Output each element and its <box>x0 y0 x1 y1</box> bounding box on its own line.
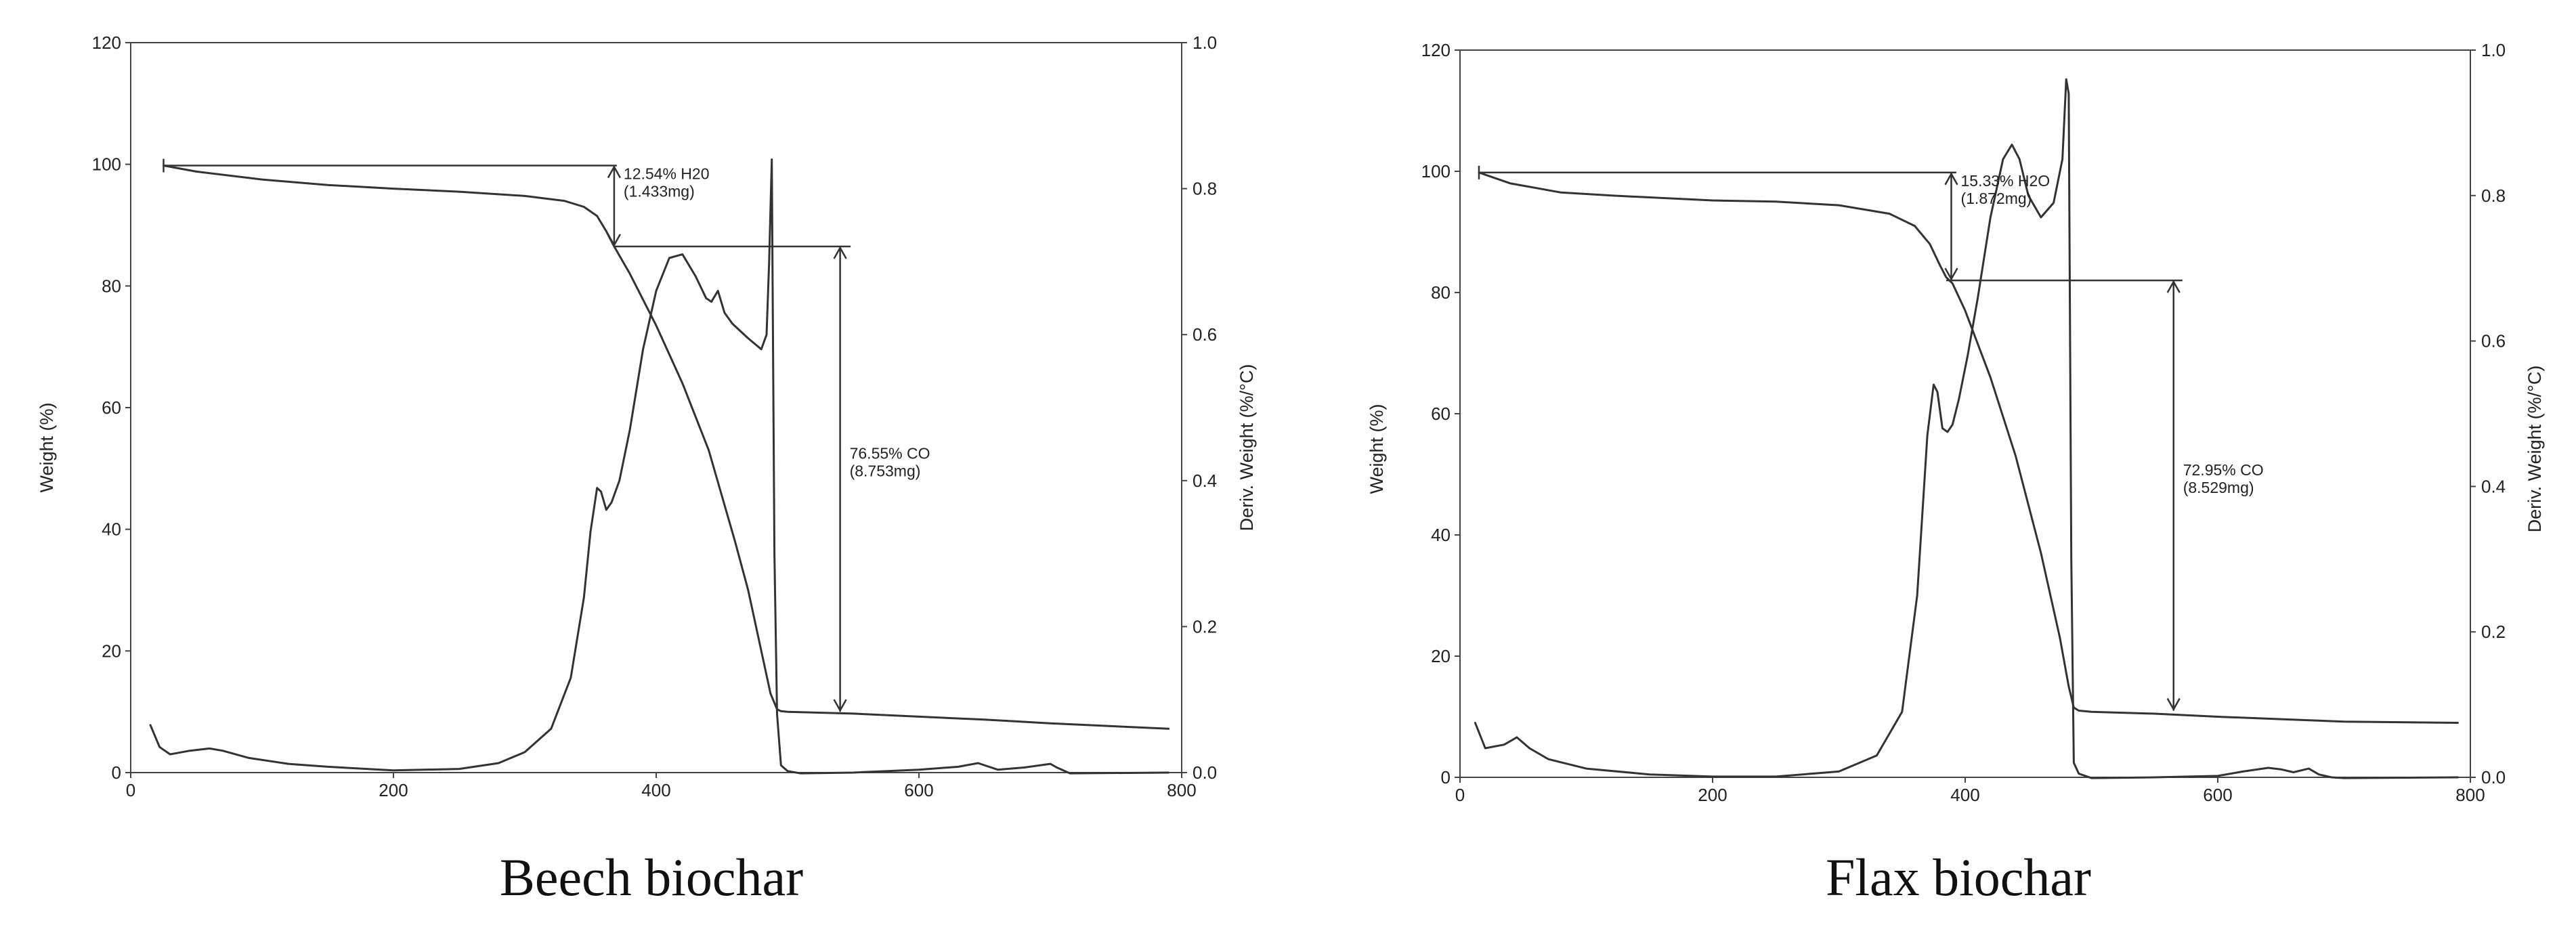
arrowhead-down <box>607 234 622 247</box>
y2-tick-label: 0.2 <box>2481 622 2506 642</box>
x-tick-label: 0 <box>126 780 135 800</box>
y2-tick-label: 0.6 <box>2481 331 2506 351</box>
weight-loss-line <box>163 165 1170 730</box>
y-tick-label: 20 <box>102 641 121 661</box>
arrowhead-up <box>607 165 622 179</box>
annotation-mass: (1.872mg) <box>1960 190 2032 207</box>
y2-tick-label: 1.0 <box>1193 33 1217 53</box>
y2-tick-label: 0.6 <box>1193 324 1217 345</box>
annotation-percent: 12.54% H20 <box>624 165 710 182</box>
y2-tick-label: 0.2 <box>1193 616 1217 636</box>
y2-tick-label: 0.8 <box>2481 186 2506 206</box>
y-tick-label: 20 <box>1431 646 1451 666</box>
x-tick-label: 600 <box>2203 785 2232 805</box>
y-tick-label: 120 <box>92 33 121 53</box>
y-tick-label: 0 <box>112 762 121 783</box>
y-tick-label: 120 <box>1421 40 1451 60</box>
y2-tick-label: 0.0 <box>1193 762 1217 783</box>
x-tick-label: 600 <box>904 780 933 800</box>
arrowhead-down <box>1944 267 1958 281</box>
y-tick-label: 40 <box>102 519 121 540</box>
y2-tick-label: 0.0 <box>2481 767 2506 787</box>
x-tick-label: 800 <box>1167 780 1196 800</box>
y2-tick-label: 0.4 <box>2481 476 2506 496</box>
y-tick-label: 0 <box>1441 767 1451 787</box>
y-tick-label: 100 <box>1421 161 1451 181</box>
x-tick-label: 400 <box>641 780 670 800</box>
y2-axis-label: Deriv. Weight (%/°C) <box>1237 364 1257 532</box>
panel-caption: Flax biochar <box>1826 848 2091 907</box>
y2-tick-label: 0.4 <box>1193 471 1217 491</box>
x-tick-label: 400 <box>1950 785 1979 805</box>
x-tick-label: 0 <box>1455 785 1465 805</box>
annotation-mass: (8.529mg) <box>2183 479 2254 496</box>
y-axis-label: Weight (%) <box>1367 404 1387 494</box>
x-tick-label: 800 <box>2455 785 2485 805</box>
arrowhead-down <box>2166 697 2181 712</box>
y-tick-label: 80 <box>1431 282 1451 303</box>
derivative-weight-line <box>1474 78 2459 779</box>
y-tick-label: 60 <box>102 397 121 418</box>
y-axis-label: Weight (%) <box>37 402 57 492</box>
annotation-mass: (1.433mg) <box>624 182 695 200</box>
arrowhead-up <box>2166 280 2181 293</box>
annotation-percent: 72.95% CO <box>2183 461 2264 479</box>
y-tick-label: 40 <box>1431 525 1451 545</box>
arrowhead-down <box>833 699 847 712</box>
flax-biochar-panel: Weight (%) Deriv. Weight (%/°C) Flax bio… <box>1367 40 2545 907</box>
x-tick-label: 200 <box>1698 785 1727 805</box>
annotation-percent: 15.33% H2O <box>1960 172 2050 190</box>
panel-caption: Beech biochar <box>500 848 803 907</box>
y-tick-label: 60 <box>1431 404 1451 424</box>
y2-tick-label: 0.8 <box>1193 179 1217 199</box>
y-tick-label: 100 <box>92 154 121 175</box>
annotation-percent: 76.55% CO <box>850 445 930 462</box>
weight-loss-line <box>1478 171 2459 724</box>
y2-tick-label: 1.0 <box>2481 40 2506 60</box>
x-tick-label: 200 <box>379 780 408 800</box>
arrowhead-up <box>1944 172 1958 186</box>
annotation-mass: (8.753mg) <box>850 462 921 480</box>
derivative-weight-line <box>149 158 1170 775</box>
beech-biochar-panel: Weight (%) Deriv. Weight (%/°C) Beech bi… <box>37 33 1257 907</box>
arrowhead-up <box>833 246 847 259</box>
y-tick-label: 80 <box>102 276 121 296</box>
y2-axis-label: Deriv. Weight (%/°C) <box>2525 366 2545 533</box>
